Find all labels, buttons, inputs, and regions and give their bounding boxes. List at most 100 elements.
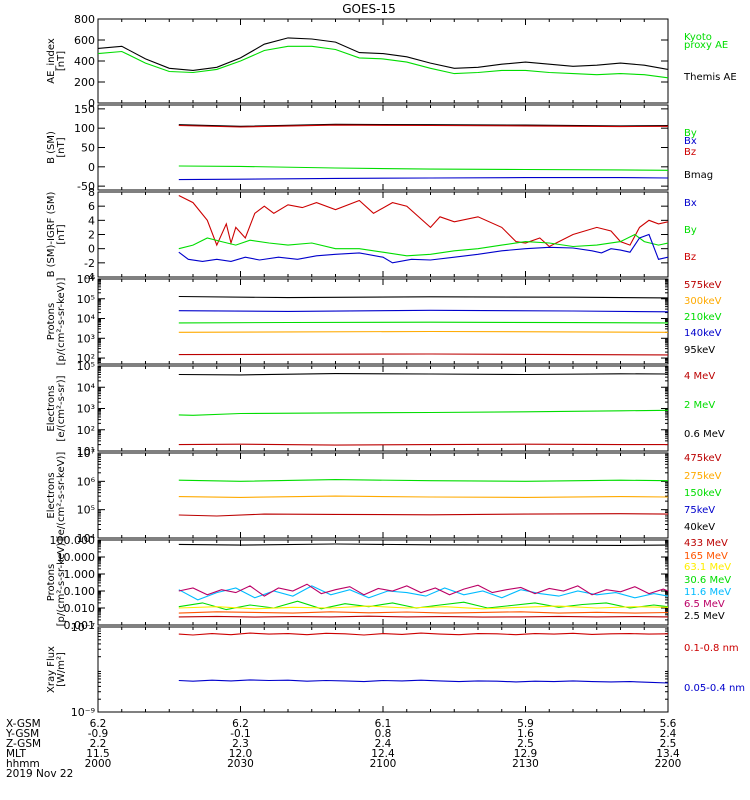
ephemeris-value: 2.4 bbox=[375, 738, 392, 750]
ephemeris-row-label: Y-GSM bbox=[5, 728, 39, 740]
legend-entry: 2.5 MeV bbox=[684, 611, 725, 622]
y-axis-label: AE_index bbox=[46, 38, 57, 84]
legend-entry: 300keV bbox=[684, 296, 722, 307]
ephemeris-value: 2.5 bbox=[660, 738, 677, 750]
legend-entry: Themis AE bbox=[683, 72, 737, 83]
panel-electrons-kev: 10⁴ 10⁵ 10⁶ 10⁷ Electrons [e/(cm²-s-sr-keV)] 4… bbox=[46, 447, 722, 545]
legend-entry: 0.6 MeV bbox=[684, 429, 725, 440]
series-bz bbox=[178, 195, 668, 248]
y-tick-label: 0.001 bbox=[64, 619, 96, 632]
y-axis-label: [nT] bbox=[56, 137, 67, 157]
series-2-5-mev bbox=[178, 543, 668, 546]
series-95kev bbox=[178, 295, 668, 299]
series-themis-ae bbox=[98, 37, 668, 71]
ephemeris-value: 6.2 bbox=[232, 718, 249, 730]
y-tick-label: 10³ bbox=[77, 403, 95, 416]
ephemeris-value: 5.9 bbox=[517, 718, 534, 730]
ephemeris-value: 6.2 bbox=[90, 718, 107, 730]
y-tick-label: 10² bbox=[77, 352, 95, 365]
ephemeris-row-label: MLT bbox=[6, 748, 26, 760]
legend-entry: 11.6 MeV bbox=[684, 587, 731, 598]
legend-entry: 40keV bbox=[684, 522, 715, 533]
y-tick-label: -4 bbox=[84, 271, 95, 284]
legend-entry: 475keV bbox=[684, 453, 722, 464]
y-axis-label: Protons bbox=[46, 564, 57, 601]
panel-frame bbox=[97, 18, 669, 104]
y-tick-label: 0.100 bbox=[64, 585, 96, 598]
y-tick-label: 10² bbox=[77, 424, 95, 437]
panel-frame bbox=[97, 452, 669, 539]
y-axis-label: B (SM)-IGRF (SM) bbox=[46, 192, 57, 278]
y-tick-label: -2 bbox=[84, 257, 95, 270]
y-tick-label: 0.010 bbox=[64, 602, 96, 615]
series-kyoto-proxy-ae bbox=[98, 45, 668, 79]
series-bmag bbox=[178, 123, 668, 127]
series-63-1-mev bbox=[178, 605, 668, 610]
panel-frame bbox=[97, 191, 669, 278]
legend-entry: Bx bbox=[684, 198, 697, 209]
y-tick-label: 10⁻⁷ bbox=[71, 621, 95, 634]
panel-frame bbox=[97, 278, 669, 365]
legend-entry: 75keV bbox=[684, 505, 715, 516]
ephemeris-row-label: X-GSM bbox=[6, 718, 41, 730]
y-tick-label: 10⁴ bbox=[77, 381, 96, 394]
series-6-5-mev bbox=[178, 583, 668, 597]
legend-entry: 0.05-0.4 nm bbox=[684, 683, 745, 694]
legend-entry: 575keV bbox=[684, 280, 722, 291]
legend-entry: Kyoto bbox=[684, 32, 712, 43]
series-by bbox=[178, 233, 668, 257]
legend-entry: 95keV bbox=[684, 345, 715, 356]
series-bz bbox=[178, 124, 668, 128]
panel-xray-flux: 10⁻⁹ 10⁻⁷ Xray Flux [W/m²] 0.1-0.8 nm 0.05-0.… bbox=[46, 621, 745, 719]
legend-entry: By bbox=[684, 128, 697, 139]
series-275kev bbox=[178, 495, 668, 498]
y-axis-label: Xray Flux bbox=[46, 646, 57, 693]
legend-entry: 63.1 MeV bbox=[684, 562, 731, 573]
figure-title: GOES-15 bbox=[342, 2, 396, 16]
legend-entry: 4 MeV bbox=[684, 371, 715, 382]
ephemeris-value: 11.5 bbox=[86, 748, 109, 760]
y-tick-label: 2 bbox=[88, 229, 95, 242]
y-tick-label: 0 bbox=[88, 243, 95, 256]
y-tick-label: 6 bbox=[88, 200, 95, 213]
series-0-05-0-4-nm bbox=[178, 679, 668, 684]
y-axis-label: [W/m²] bbox=[56, 652, 67, 687]
x-axis-ephemeris: X-GSM 6.2 6.2 6.1 5.9 5.6Y-GSM -0.9 -0.1 0.8 1.6 2… bbox=[5, 718, 681, 780]
ephemeris-value: 2130 bbox=[512, 758, 539, 770]
y-tick-label: 400 bbox=[74, 55, 95, 68]
y-tick-label: 10⁶ bbox=[77, 273, 96, 286]
y-tick-label: 10⁶ bbox=[77, 475, 96, 488]
y-axis-label: [e/(cm²-s-sr-keV)] bbox=[56, 452, 67, 540]
y-axis-label: Protons bbox=[46, 303, 57, 340]
legend-entry: 30.6 MeV bbox=[684, 575, 731, 586]
y-tick-label: 800 bbox=[74, 13, 95, 26]
y-tick-label: 1.000 bbox=[64, 568, 96, 581]
ephemeris-value: 2200 bbox=[655, 758, 682, 770]
y-tick-label: 0 bbox=[88, 161, 95, 174]
legend-entry: 210keV bbox=[684, 312, 722, 323]
ephemeris-value: 12.4 bbox=[371, 748, 395, 760]
panel-protons-hi: 0.001 0.010 0.100 1.000 10.000 100.000 Protons… bbox=[46, 534, 731, 632]
panel-frame bbox=[97, 626, 669, 713]
series-0-6-mev bbox=[178, 373, 668, 376]
ephemeris-value: 2.2 bbox=[90, 738, 107, 750]
ephemeris-value: 2.4 bbox=[660, 728, 677, 740]
legend-entry: proxy AE bbox=[684, 40, 728, 51]
ephemeris-value: 12.0 bbox=[229, 748, 252, 760]
series-140kev bbox=[178, 309, 668, 313]
legend-entry: By bbox=[684, 225, 697, 236]
series-30-6-mev bbox=[178, 600, 668, 611]
series-bx bbox=[178, 177, 668, 181]
y-axis-label: [e/(cm²-s-sr)] bbox=[56, 375, 67, 441]
series-433-mev bbox=[178, 615, 668, 618]
ephemeris-value: 2030 bbox=[227, 758, 254, 770]
y-tick-label: -50 bbox=[77, 180, 95, 193]
series-300kev bbox=[178, 330, 668, 333]
y-tick-label: 600 bbox=[74, 34, 95, 47]
series-4-mev bbox=[178, 443, 668, 446]
y-axis-label: Electrons bbox=[46, 472, 57, 518]
y-tick-label: 10⁻⁹ bbox=[71, 706, 95, 719]
